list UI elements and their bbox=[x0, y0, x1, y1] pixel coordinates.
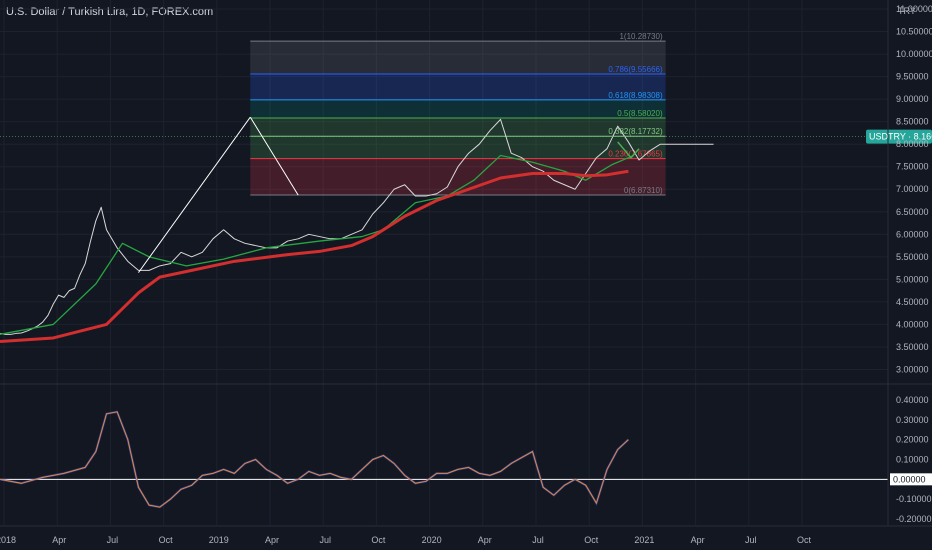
fib-zone bbox=[250, 118, 666, 137]
x-tick-label: Apr bbox=[265, 535, 279, 545]
zero-tag-label: 0.00000 bbox=[893, 474, 926, 484]
zero-tag-bg bbox=[890, 473, 932, 486]
x-tick-label: 2021 bbox=[634, 535, 654, 545]
y-tick-label: 3.00000 bbox=[896, 364, 929, 374]
oscillator-layer: 0.00000 bbox=[0, 410, 932, 509]
x-tick-label: Oct bbox=[159, 535, 174, 545]
price-tag-bg bbox=[866, 129, 932, 144]
osc-y-tick-label: -0.10000 bbox=[896, 494, 932, 504]
y-tick-label: 10.00000 bbox=[896, 49, 932, 59]
x-tick-label: Jul bbox=[532, 535, 544, 545]
x-tick-label: Oct bbox=[371, 535, 386, 545]
y-tick-label: 8.00000 bbox=[896, 139, 929, 149]
fib-zone bbox=[250, 158, 666, 195]
fib-zone bbox=[250, 99, 666, 119]
price-series-layer bbox=[0, 118, 714, 344]
y-tick-label: 6.00000 bbox=[896, 229, 929, 239]
osc-y-tick-label: 0.40000 bbox=[896, 395, 929, 405]
x-tick-label: Jul bbox=[745, 535, 757, 545]
osc-y-tick-label: 0.30000 bbox=[896, 415, 929, 425]
fibonacci-retracement: 1(10.28730) 0.786(9.55666) 0.618(8.98308) 0… bbox=[250, 32, 666, 196]
x-tick-label: Apr bbox=[52, 535, 66, 545]
osc-y-tick-label: 0.10000 bbox=[896, 454, 929, 464]
y-tick-label: 6.50000 bbox=[896, 207, 929, 217]
y-tick-label: 11.00000 bbox=[896, 4, 932, 14]
y-tick-label: 5.00000 bbox=[896, 274, 929, 284]
trend-line-up bbox=[138, 116, 251, 273]
y-tick-label: 4.00000 bbox=[896, 319, 929, 329]
fib-level-label: 0.618(8.98308) bbox=[608, 91, 663, 100]
projection-arrow bbox=[617, 141, 640, 159]
osc-y-tick-label: -0.20000 bbox=[896, 514, 932, 524]
y-tick-label: 5.50000 bbox=[896, 252, 929, 262]
x-tick-label: Apr bbox=[478, 535, 492, 545]
fib-zone bbox=[250, 136, 666, 159]
x-tick-label: Jul bbox=[319, 535, 331, 545]
fib-level-label: 0.5(8.58020) bbox=[617, 109, 663, 118]
price-line bbox=[0, 118, 714, 335]
y-tick-label: 7.50000 bbox=[896, 162, 929, 172]
fib-level-label: 0.382(8.17732) bbox=[608, 127, 663, 136]
fib-level-label: 0.786(9.55666) bbox=[608, 65, 663, 74]
fib-level-label: 1(10.28730) bbox=[619, 32, 662, 41]
y-tick-label: 9.50000 bbox=[896, 72, 929, 82]
x-tick-label: 2019 bbox=[209, 535, 229, 545]
ma_fast-line bbox=[0, 154, 634, 335]
oscillator-shadow-line bbox=[0, 410, 630, 509]
x-tick-label: 2018 bbox=[0, 535, 16, 545]
ma_slow-line bbox=[0, 169, 629, 344]
y-tick-label: 4.50000 bbox=[896, 297, 929, 307]
x-tick-label: Oct bbox=[584, 535, 599, 545]
x-tick-label: Oct bbox=[797, 535, 812, 545]
osc-y-tick-label: 0.20000 bbox=[896, 435, 929, 445]
y-tick-label: 10.50000 bbox=[896, 27, 932, 37]
fib-zone bbox=[250, 74, 666, 100]
annotations-layer: USDTRY · 8.16698 bbox=[0, 116, 932, 273]
y-tick-label: 3.50000 bbox=[896, 342, 929, 352]
x-tick-label: 2020 bbox=[422, 535, 442, 545]
currency-label: TRY bbox=[898, 6, 916, 16]
y-tick-label: 8.50000 bbox=[896, 117, 929, 127]
fib-zone bbox=[250, 41, 666, 75]
trend-line-down bbox=[249, 116, 299, 196]
y-tick-label: 7.00000 bbox=[896, 184, 929, 194]
y-tick-label: 9.00000 bbox=[896, 94, 929, 104]
x-tick-label: Jul bbox=[107, 535, 119, 545]
price-tag-label: USDTRY · 8.16698 bbox=[869, 132, 932, 142]
oscillator-line bbox=[0, 411, 629, 508]
x-tick-label: Apr bbox=[691, 535, 705, 545]
fib-level-label: 0(6.87310) bbox=[624, 186, 663, 195]
